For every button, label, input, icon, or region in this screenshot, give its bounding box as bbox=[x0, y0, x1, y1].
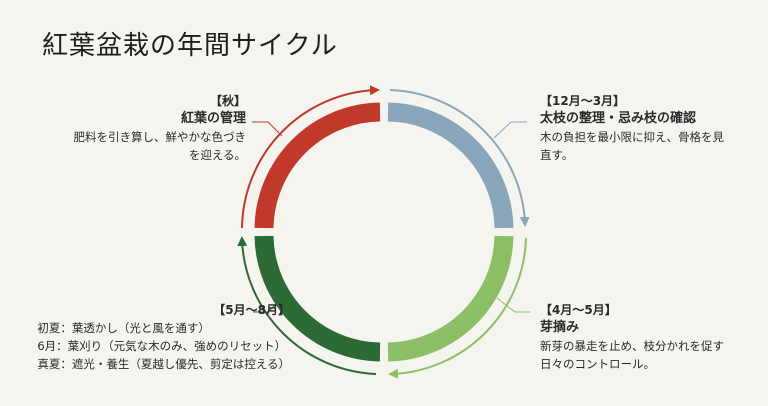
period-summer: 【5月〜8月】 bbox=[213, 303, 290, 317]
heading-winter: 太枝の整理・忌み枝の確認 bbox=[540, 111, 697, 126]
page-title: 紅葉盆栽の年間サイクル bbox=[42, 31, 338, 61]
heading-autumn: 紅葉の管理 bbox=[180, 111, 246, 126]
desc-winter-1: 木の負担を最小限に抑え、骨格を見 bbox=[540, 130, 724, 144]
segment-winter bbox=[387, 102, 514, 229]
label-winter: 【12月〜3月】 太枝の整理・忌み枝の確認 木の負担を最小限に抑え、骨格を見 直… bbox=[540, 92, 724, 164]
leader-line-spring bbox=[496, 297, 530, 313]
flow-arrow-summer bbox=[237, 236, 377, 375]
flow-arrow-winter bbox=[389, 89, 530, 227]
leader-line-autumn bbox=[252, 121, 283, 137]
leader-line-summer bbox=[253, 297, 283, 313]
label-summer: 【5月〜8月】 初夏：葉透かし（光と風を通す） 6月：葉刈り（元気な木のみ、強め… bbox=[37, 301, 290, 373]
desc-spring-1: 新芽の暴走を止め、枝分かれを促す bbox=[540, 339, 724, 353]
desc-winter-2: 直す。 bbox=[540, 148, 574, 162]
flow-arrow-spring bbox=[388, 237, 527, 379]
segment-spring bbox=[387, 235, 514, 362]
desc-autumn-2: を迎える。 bbox=[188, 148, 246, 162]
segment-autumn bbox=[254, 102, 381, 229]
desc-summer-3: 真夏：遮光・養生（夏越し優先、剪定は控える） bbox=[37, 357, 290, 371]
period-spring: 【4月〜5月】 bbox=[540, 303, 617, 317]
period-autumn: 【秋】 bbox=[209, 94, 246, 108]
flow-arrow-autumn bbox=[241, 85, 380, 229]
leader-line-winter bbox=[493, 121, 527, 139]
label-autumn: 【秋】 紅葉の管理 肥料を引き算し、鮮やかな色づき を迎える。 bbox=[74, 92, 247, 164]
segment-summer bbox=[254, 235, 381, 362]
desc-summer-1: 初夏：葉透かし（光と風を通す） bbox=[37, 321, 210, 335]
heading-spring: 芽摘み bbox=[540, 320, 580, 335]
desc-summer-2: 6月：葉刈り（元気な木のみ、強めのリセット） bbox=[37, 339, 287, 353]
desc-spring-2: 日々のコントロール。 bbox=[540, 357, 655, 371]
desc-autumn-1: 肥料を引き算し、鮮やかな色づき bbox=[73, 130, 247, 144]
label-spring: 【4月〜5月】 芽摘み 新芽の暴走を止め、枝分かれを促す 日々のコントロール。 bbox=[540, 301, 724, 373]
period-winter: 【12月〜3月】 bbox=[540, 94, 626, 108]
